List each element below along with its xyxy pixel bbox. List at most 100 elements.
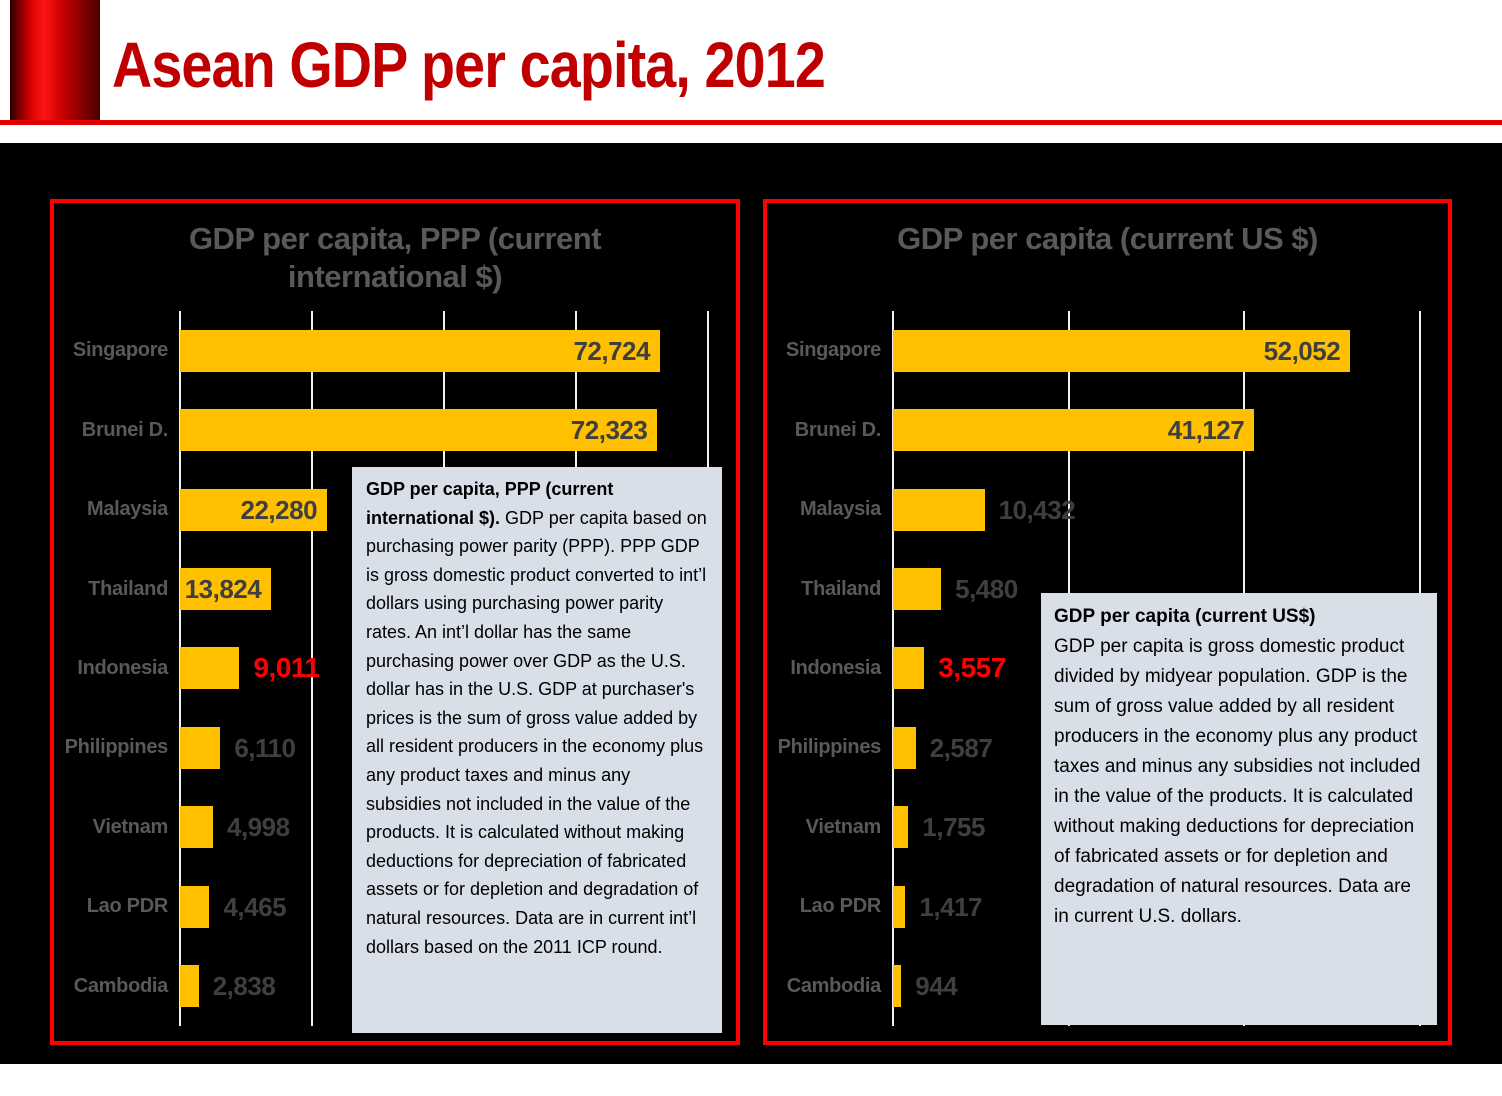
category-label: Vietnam (92, 815, 169, 838)
bar: 72,323 (180, 409, 658, 452)
value-label: 41,127 (1167, 415, 1245, 446)
bar: 22,280 (180, 488, 328, 531)
category-label: Thailand (801, 577, 881, 600)
category-label: Thailand (88, 577, 168, 600)
bar (893, 885, 906, 928)
category-label: Brunei D. (794, 418, 882, 441)
bar: 13,824 (180, 568, 272, 611)
bar-row-vietnam: Vietnam 4,998 (54, 788, 708, 867)
plot-area-ppp: Singapore 72,724 Brunei D. 72,323 Malaysia 22… (54, 311, 709, 1026)
bar-row-brunei-d-: Brunei D. 41,127 (767, 390, 1420, 469)
bar (180, 806, 213, 849)
definition-text-ppp: GDP per capita, PPP (current internation… (366, 475, 710, 961)
bar-row-malaysia: Malaysia 10,432 (767, 470, 1420, 549)
value-label: 6,110 (234, 732, 296, 763)
bar (180, 885, 210, 928)
definition-heading-usd: GDP per capita (current US$) (1054, 606, 1316, 627)
bar: 72,724 (180, 329, 660, 372)
slide-title: Asean GDP per capita, 2012 (112, 29, 826, 101)
bar (893, 965, 902, 1008)
value-label: 13,824 (184, 574, 262, 605)
category-label: Indonesia (790, 656, 881, 679)
definition-body-usd: GDP per capita is gross domestic product… (1054, 636, 1421, 927)
title-underline (0, 120, 1502, 125)
chart-title-line1: GDP per capita (current US $) (897, 221, 1318, 256)
value-label: 5,480 (955, 574, 1018, 605)
bar-row-lao-pdr: Lao PDR 1,417 (767, 867, 1420, 946)
bar-row-vietnam: Vietnam 1,755 (767, 788, 1420, 867)
red-gradient-banner (10, 0, 100, 124)
value-label: 10,432 (998, 494, 1076, 525)
value-label: 1,417 (919, 891, 983, 922)
bar-track: 4,465 (180, 885, 708, 928)
category-label: Cambodia (73, 974, 169, 997)
chart-panel-ppp: GDP per capita, PPP (current internation… (50, 199, 740, 1045)
definition-box-usd: GDP per capita (current US$) GDP per cap… (1041, 593, 1437, 1025)
bar-row-indonesia: Indonesia 9,011 (54, 629, 708, 708)
bar-track: 4,998 (180, 806, 708, 849)
chart-title-usd: GDP per capita (current US $) (767, 220, 1448, 258)
bar-track: 6,110 (180, 726, 708, 769)
bar-track: 1,417 (893, 885, 1420, 928)
bar-row-cambodia: Cambodia 2,838 (54, 947, 708, 1026)
bar-row-philippines: Philippines 2,587 (767, 708, 1420, 787)
value-label: 72,724 (573, 335, 650, 366)
bar (893, 568, 942, 611)
bar-track: 52,052 (893, 329, 1420, 372)
category-label: Brunei D. (81, 418, 169, 441)
bar-row-singapore: Singapore 52,052 (767, 311, 1420, 390)
bar (893, 488, 985, 531)
bar-row-indonesia: Indonesia 3,557 (767, 629, 1420, 708)
chart-title-line1: GDP per capita, PPP (current (188, 221, 602, 256)
value-label: 944 (915, 971, 958, 1002)
category-label: Vietnam (805, 815, 882, 838)
bar-track: 10,432 (893, 488, 1420, 531)
bar-row-thailand: Thailand 5,480 (767, 549, 1420, 628)
category-label: Singapore (785, 339, 881, 362)
bar-track: 72,724 (180, 329, 708, 372)
value-label: 4,465 (223, 891, 287, 922)
value-label: 22,280 (240, 494, 318, 525)
category-label: Indonesia (77, 656, 168, 679)
bar (893, 647, 925, 690)
bar-row-cambodia: Cambodia 944 (767, 947, 1420, 1026)
category-label: Lao PDR (799, 895, 882, 918)
value-label: 3,557 (938, 652, 1006, 684)
value-label: 1,755 (922, 812, 985, 843)
bar-track: 2,838 (180, 965, 708, 1008)
category-label: Malaysia (800, 498, 881, 521)
bar-track: 13,824 (180, 568, 708, 611)
bar (893, 726, 916, 769)
bar-row-malaysia: Malaysia 22,280 (54, 470, 708, 549)
bar-track: 5,480 (893, 568, 1420, 611)
value-label: 2,838 (212, 971, 276, 1002)
bar (180, 965, 199, 1008)
bar (893, 806, 909, 849)
category-label: Malaysia (87, 498, 168, 521)
value-label: 4,998 (226, 812, 290, 843)
bar-track: 22,280 (180, 488, 708, 531)
category-label: Philippines (64, 736, 169, 759)
value-label: 2,587 (929, 732, 993, 763)
value-label: 52,052 (1263, 335, 1341, 366)
category-label: Philippines (777, 736, 882, 759)
bar-track: 944 (893, 965, 1420, 1008)
bar-row-philippines: Philippines 6,110 (54, 708, 708, 787)
definition-box-ppp: GDP per capita, PPP (current internation… (352, 467, 722, 1033)
gridline (311, 311, 313, 1026)
category-label: Singapore (72, 339, 168, 362)
value-label: 72,323 (570, 415, 648, 446)
bar: 41,127 (893, 409, 1255, 452)
value-label: 9,011 (253, 652, 320, 684)
bar-row-singapore: Singapore 72,724 (54, 311, 708, 390)
chart-panel-usd: GDP per capita (current US $) Singapore 5… (763, 199, 1452, 1045)
bar-track: 72,323 (180, 409, 708, 452)
bar-track: 2,587 (893, 726, 1420, 769)
bar (180, 726, 221, 769)
bar: 52,052 (893, 329, 1351, 372)
bar-track: 3,557 (893, 647, 1420, 690)
definition-heading-ppp: GDP per capita, PPP (current internation… (366, 479, 614, 528)
category-label: Cambodia (786, 974, 882, 997)
bar-track: 9,011 (180, 647, 708, 690)
chart-title-line2: international $) (287, 259, 503, 294)
